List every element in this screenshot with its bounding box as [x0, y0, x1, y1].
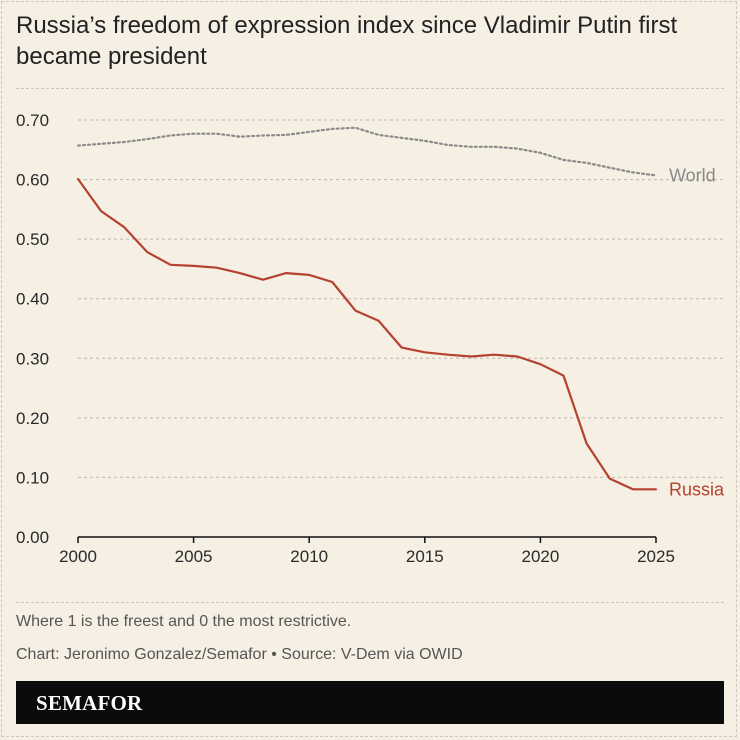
line-chart: 0.00 0.10 0.20 0.30 0.40 0.50 0.60 0.70 2000 2005… [16, 111, 725, 566]
x-tick-label: 2000 [59, 547, 97, 566]
x-tick-label: 2005 [175, 547, 213, 566]
chart-title: Russia’s freedom of expression index sin… [16, 12, 678, 70]
bottom-divider [16, 602, 724, 603]
axes: 0.00 0.10 0.20 0.30 0.40 0.50 0.60 0.70 2000 2005… [16, 111, 675, 566]
y-tick-label: 0.40 [16, 290, 49, 309]
y-tick-label: 0.30 [16, 349, 49, 368]
y-tick-label: 0.00 [16, 528, 49, 547]
series-line-russia [76, 177, 658, 491]
x-tick-label: 2020 [521, 547, 559, 566]
top-divider [16, 88, 724, 89]
series-line-world [76, 126, 658, 177]
y-tick-label: 0.70 [16, 111, 49, 130]
y-tick-label: 0.10 [16, 468, 49, 487]
series-label-russia: Russia [669, 479, 725, 499]
y-tick-label: 0.60 [16, 171, 49, 190]
x-tick-label: 2010 [290, 547, 328, 566]
y-tick-label: 0.50 [16, 230, 49, 249]
chart-note: Where 1 is the freest and 0 the most res… [16, 613, 352, 630]
x-tick-label: 2015 [406, 547, 444, 566]
chart-credit: Chart: Jeronimo Gonzalez/Semafor • Sourc… [16, 646, 463, 663]
grid-lines [78, 119, 724, 478]
series-labels: World Russia [669, 165, 725, 499]
series-lines [76, 126, 658, 491]
series-label-world: World [669, 165, 716, 185]
y-tick-label: 0.20 [16, 409, 49, 428]
brand-bar: SEMAFOR [16, 681, 724, 724]
x-tick-label: 2025 [637, 547, 675, 566]
brand-logo: SEMAFOR [36, 691, 143, 715]
